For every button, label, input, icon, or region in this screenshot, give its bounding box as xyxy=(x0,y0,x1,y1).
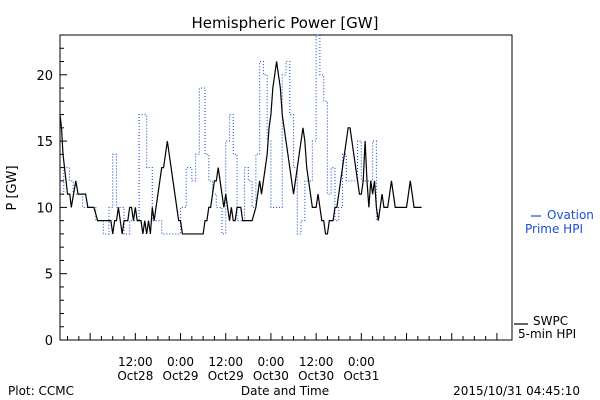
y-axis-label: P [GW] xyxy=(5,165,20,210)
x-axis: 12:00Oct280:00Oct2912:00Oct290:00Oct3012… xyxy=(67,333,498,383)
y-tick-label: 15 xyxy=(36,135,53,150)
x-tick-label-date: Oct29 xyxy=(208,369,244,383)
x-tick-label-time: 12:00 xyxy=(299,355,334,369)
y-tick-label: 10 xyxy=(36,201,53,216)
legend-ovation-line2: Prime HPI xyxy=(525,222,583,236)
legend-ovation: Ovation Prime HPI xyxy=(525,208,594,236)
x-tick-label-time: 12:00 xyxy=(118,355,153,369)
x-tick-label-date: Oct31 xyxy=(343,369,379,383)
legend-ovation-line1: Ovation xyxy=(547,208,594,222)
footer-right: 2015/10/31 04:45:10 xyxy=(453,384,580,398)
chart-title: Hemispheric Power [GW] xyxy=(192,14,379,32)
series-swpc-5min-hpi xyxy=(59,61,422,235)
x-tick-label-time: 0:00 xyxy=(167,355,194,369)
x-tick-label-date: Oct29 xyxy=(163,369,199,383)
series-ovation-prime-hpi xyxy=(60,34,377,235)
y-tick-label: 0 xyxy=(45,334,53,349)
x-tick-label-time: 0:00 xyxy=(257,355,284,369)
plot-area xyxy=(59,34,513,341)
legend-swpc-line2: 5-min HPI xyxy=(518,327,576,341)
x-tick-label-time: 0:00 xyxy=(348,355,375,369)
x-axis-label: Date and Time xyxy=(241,384,329,398)
plot-frame xyxy=(59,34,513,341)
footer-left: Plot: CCMC xyxy=(8,384,74,398)
y-tick-label: 20 xyxy=(36,69,53,84)
legend-swpc-line1: SWPC xyxy=(533,314,568,328)
x-tick-label-date: Oct30 xyxy=(298,369,334,383)
x-tick-label-date: Oct30 xyxy=(253,369,289,383)
x-tick-label-date: Oct28 xyxy=(117,369,153,383)
y-axis: 0 5 10 15 20 xyxy=(36,34,67,349)
y-tick-label: 5 xyxy=(45,268,53,283)
x-tick-label-time: 12:00 xyxy=(208,355,243,369)
legend-swpc: SWPC 5-min HPI xyxy=(514,314,576,341)
